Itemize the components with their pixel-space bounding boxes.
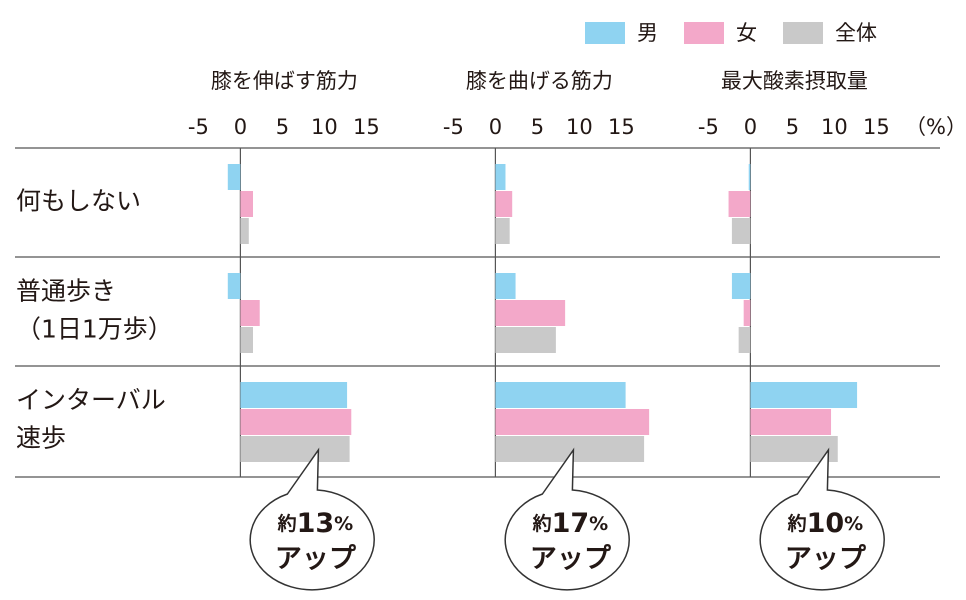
bar bbox=[240, 218, 249, 244]
bar bbox=[495, 273, 516, 299]
bar bbox=[738, 327, 751, 353]
bar bbox=[227, 273, 241, 299]
callout-value: 10 bbox=[807, 508, 845, 539]
callout-bubble bbox=[249, 447, 375, 591]
legend-label: 女 bbox=[736, 21, 757, 45]
x-tick-label: 5 bbox=[531, 115, 544, 139]
callout-text: 約10% bbox=[787, 508, 864, 539]
callout-suffix: アップ bbox=[785, 544, 867, 575]
callout-suffix: アップ bbox=[530, 544, 612, 575]
x-tick-label: -5 bbox=[443, 115, 464, 139]
bar bbox=[495, 191, 513, 217]
bar bbox=[240, 409, 352, 435]
callout-prefix: 約 bbox=[277, 512, 297, 535]
bar bbox=[731, 218, 751, 244]
callout-value: 17 bbox=[552, 508, 590, 539]
legend-swatch bbox=[684, 22, 724, 44]
bar bbox=[240, 300, 260, 326]
legend-swatch bbox=[585, 22, 625, 44]
callout-unit: % bbox=[589, 513, 608, 535]
legend-label: 全体 bbox=[835, 21, 877, 45]
callout-text: 約17% bbox=[532, 508, 609, 539]
x-tick-label: 15 bbox=[863, 115, 890, 139]
bar bbox=[495, 327, 556, 353]
callout-unit: % bbox=[844, 513, 863, 535]
callout-prefix: 約 bbox=[787, 512, 807, 535]
x-tick-label: 10 bbox=[566, 115, 593, 139]
callout-unit: % bbox=[334, 513, 353, 535]
callout-bubble bbox=[504, 447, 630, 591]
panel-title: 膝を曲げる筋力 bbox=[466, 69, 613, 93]
x-tick-label: -5 bbox=[188, 115, 209, 139]
row-label: （1日1万歩） bbox=[16, 315, 173, 344]
x-tick-label: 10 bbox=[311, 115, 338, 139]
callout-text: 約13% bbox=[277, 508, 354, 539]
bar bbox=[728, 191, 751, 217]
bar bbox=[750, 382, 858, 408]
unit-label: （%） bbox=[905, 115, 966, 139]
bar bbox=[495, 218, 510, 244]
bar bbox=[240, 327, 253, 353]
row-label: インターバル bbox=[16, 386, 166, 415]
legend-label: 男 bbox=[637, 21, 658, 45]
x-tick-label: -5 bbox=[698, 115, 719, 139]
bar bbox=[495, 382, 626, 408]
callout-suffix: アップ bbox=[275, 544, 357, 575]
bar bbox=[227, 164, 241, 190]
callout-bubble bbox=[759, 447, 885, 591]
x-tick-label: 0 bbox=[489, 115, 502, 139]
x-tick-label: 10 bbox=[821, 115, 848, 139]
legend-swatch bbox=[783, 22, 823, 44]
callout-value: 13 bbox=[297, 508, 335, 539]
x-tick-label: 15 bbox=[608, 115, 635, 139]
bar bbox=[240, 191, 253, 217]
x-tick-label: 15 bbox=[353, 115, 380, 139]
x-tick-label: 0 bbox=[234, 115, 247, 139]
bar bbox=[495, 409, 650, 435]
panel-title: 最大酸素摂取量 bbox=[721, 69, 868, 93]
x-tick-label: 5 bbox=[786, 115, 799, 139]
x-tick-label: 5 bbox=[276, 115, 289, 139]
panel-title: 膝を伸ばす筋力 bbox=[211, 69, 358, 93]
bar bbox=[750, 409, 832, 435]
row-label: 何もしない bbox=[16, 187, 141, 216]
bar bbox=[748, 164, 751, 190]
bar bbox=[240, 436, 350, 462]
bar bbox=[743, 300, 751, 326]
x-tick-label: 0 bbox=[744, 115, 757, 139]
row-label: 普通歩き bbox=[16, 277, 116, 306]
bar bbox=[495, 300, 566, 326]
callout-prefix: 約 bbox=[532, 512, 552, 535]
row-label: 速歩 bbox=[16, 424, 66, 453]
bar bbox=[240, 382, 348, 408]
bar bbox=[731, 273, 751, 299]
bar bbox=[495, 164, 506, 190]
